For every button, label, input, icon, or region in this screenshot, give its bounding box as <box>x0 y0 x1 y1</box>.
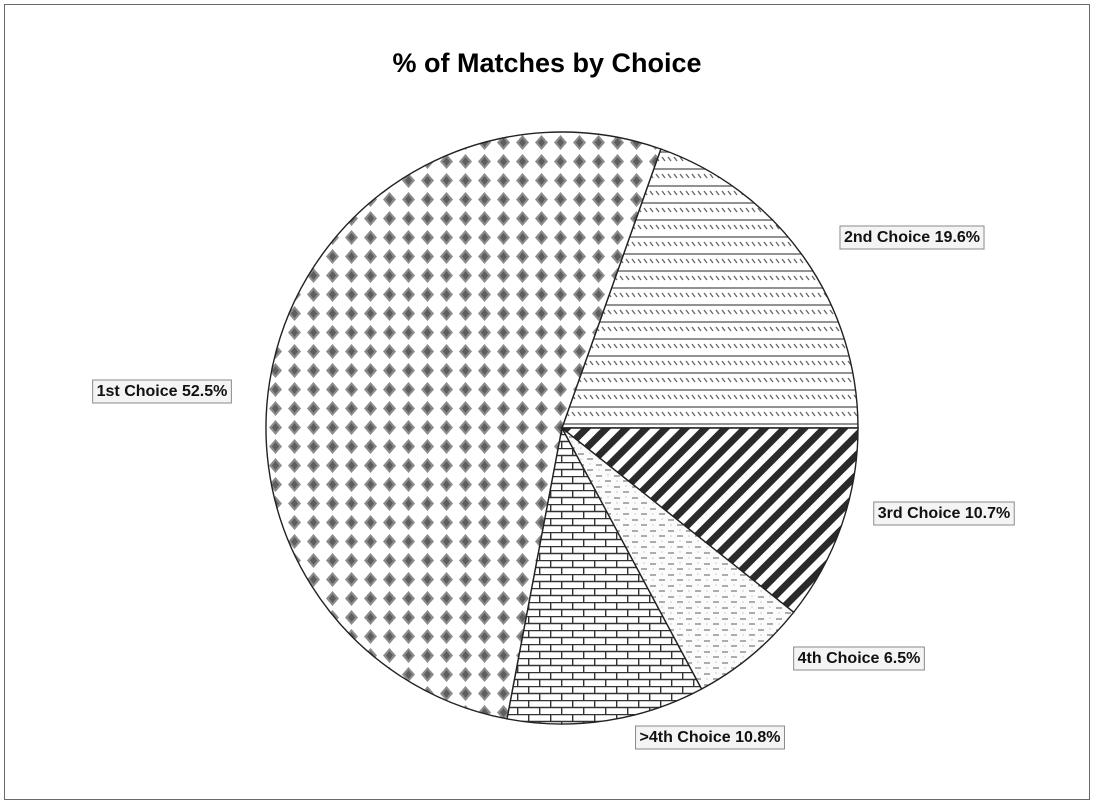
slice-label-box <box>839 225 985 250</box>
slice-label-text: 3rd Choice 10.7% <box>878 505 1011 522</box>
pie-slices <box>265 131 859 725</box>
slice-label-box <box>793 646 925 671</box>
slice-label-box <box>635 725 785 750</box>
slice-label-2nd-choice: 2nd Choice 19.6% <box>839 225 985 250</box>
slice-label-4th-choice: 4th Choice 6.5% <box>793 646 925 671</box>
slice-label-3rd-choice: 3rd Choice 10.7% <box>873 501 1015 526</box>
pie-slice-3rd-choice <box>559 427 859 614</box>
slice-label-text: 4th Choice 6.5% <box>798 650 921 667</box>
slice-label-text: 1st Choice 52.5% <box>97 383 228 400</box>
slice-label-4th-choice: >4th Choice 10.8% <box>635 725 785 750</box>
pie-slice-1st-choice <box>265 131 662 720</box>
pie-slice-2nd-choice <box>561 148 859 429</box>
slice-label-text: 2nd Choice 19.6% <box>844 229 980 246</box>
pie-slice-4th-choice <box>506 425 703 725</box>
slice-label-box <box>92 379 232 404</box>
slice-label-text: >4th Choice 10.8% <box>640 729 781 746</box>
pie-slice-4th-choice <box>561 427 795 690</box>
chart-title: % of Matches by Choice <box>392 48 702 78</box>
slice-label-box <box>873 501 1015 526</box>
slice-label-1st-choice: 1st Choice 52.5% <box>92 379 232 404</box>
pie-labels: 1st Choice 52.5% 2nd Choice 19.6% 3rd Choi… <box>92 225 1015 750</box>
